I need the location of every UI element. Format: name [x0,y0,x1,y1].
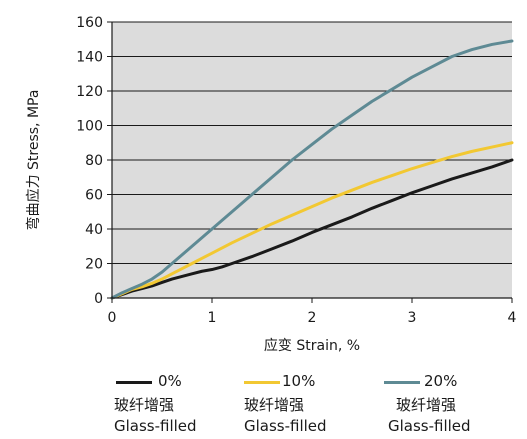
series-lines [110,39,514,300]
legend-cn-0pct: 玻纤增强 [114,396,175,414]
y-tick-label-0: 0 [94,291,103,307]
x-tick-label-0: 0 [108,310,117,326]
series-line-10pct [110,141,514,300]
legend: 0% 玻纤增强 Glass-filled 10% 玻纤增强 Glass-fill… [0,372,527,439]
legend-swatch-10pct [244,381,280,384]
y-tick-label-140: 140 [76,50,103,66]
y-tick-label-120: 120 [76,84,103,100]
x-tick-label-4: 4 [508,310,517,326]
legend-en-20pct: Glass-filled [388,417,471,435]
x-axis-label: 应变 Strain, % [264,337,360,354]
x-tick-label-3: 3 [408,310,417,326]
legend-cn-10pct: 玻纤增强 [244,396,305,414]
legend-label-10pct: 10% [282,372,316,390]
legend-cn-20pct: 玻纤增强 [396,396,457,414]
series-line-20pct [110,39,514,300]
legend-label-20pct: 20% [424,372,458,390]
x-tick-label-2: 2 [308,310,317,326]
y-tick-label-40: 40 [85,222,103,238]
y-tick-label-80: 80 [85,153,103,169]
legend-en-0pct: Glass-filled [114,417,197,435]
axes [107,21,513,303]
legend-swatch-20pct [384,381,420,384]
legend-swatch-0pct [116,381,152,384]
y-tick-label-20: 20 [85,257,103,273]
legend-en-10pct: Glass-filled [244,417,327,435]
y-axis-label: 弯曲应力 Stress, MPa [25,90,42,231]
y-tick-label-60: 60 [85,188,103,204]
legend-label-0pct: 0% [158,372,182,390]
tick-labels: 0 20 40 60 80 100 120 140 160 0 1 2 3 4 [76,15,516,326]
series-line-0pct [110,158,514,300]
y-tick-label-100: 100 [76,119,103,135]
x-tick-label-1: 1 [208,310,217,326]
y-tick-label-160: 160 [76,15,103,31]
